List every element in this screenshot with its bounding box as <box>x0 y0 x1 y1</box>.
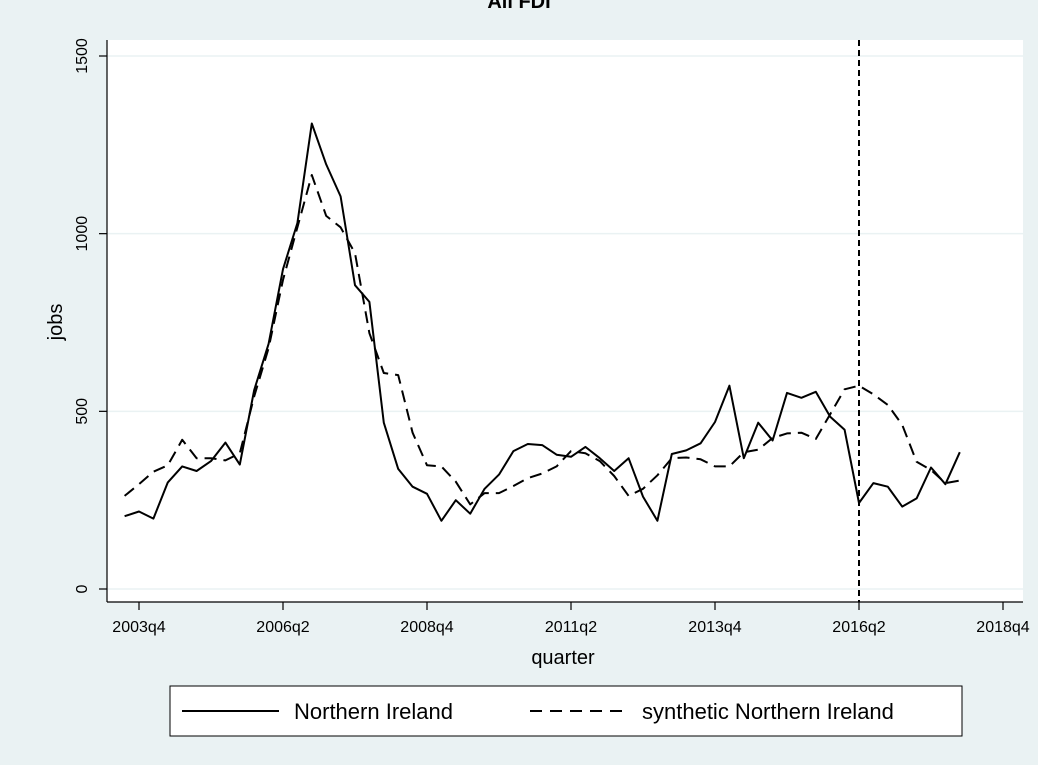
series-line-northern-ireland <box>124 122 961 522</box>
legend-label-northern-ireland: Northern Ireland <box>294 699 453 724</box>
y-axis-title: jobs <box>45 304 67 342</box>
series-line-synthetic-northern-ireland <box>123 174 960 506</box>
chart-title: All FDI <box>487 0 550 13</box>
x-tick-label-2013q4: 2013q4 <box>688 619 741 636</box>
plot-area <box>107 40 1023 602</box>
y-axis: 0 500 1000 1500 <box>74 38 108 602</box>
x-tick-label-2006q2: 2006q2 <box>256 619 309 636</box>
x-tick-label-2011q2: 2011q2 <box>545 619 597 636</box>
x-tick-label-2016q2: 2016q2 <box>832 619 885 636</box>
y-tick-label-1500: 1500 <box>74 38 91 74</box>
x-tick-label-2018q4: 2018q4 <box>976 619 1029 636</box>
y-tick-label-1000: 1000 <box>74 216 91 252</box>
legend-label-synthetic-northern-ireland: synthetic Northern Ireland <box>642 699 894 724</box>
grid-lines <box>107 55 1023 590</box>
y-tick-label-500: 500 <box>74 398 91 425</box>
legend: Northern Ireland synthetic Northern Irela… <box>169 685 963 737</box>
x-axis-title: quarter <box>531 647 595 669</box>
legend-box <box>169 685 963 737</box>
series-lines <box>123 122 961 522</box>
x-tick-label-2008q4: 2008q4 <box>400 619 453 636</box>
x-tick-label-2003q4: 2003q4 <box>112 619 165 636</box>
y-tick-label-0: 0 <box>74 584 91 593</box>
x-axis: 2003q4 2006q2 2008q4 2011q2 2013q4 2016q2 2018… <box>107 601 1030 636</box>
